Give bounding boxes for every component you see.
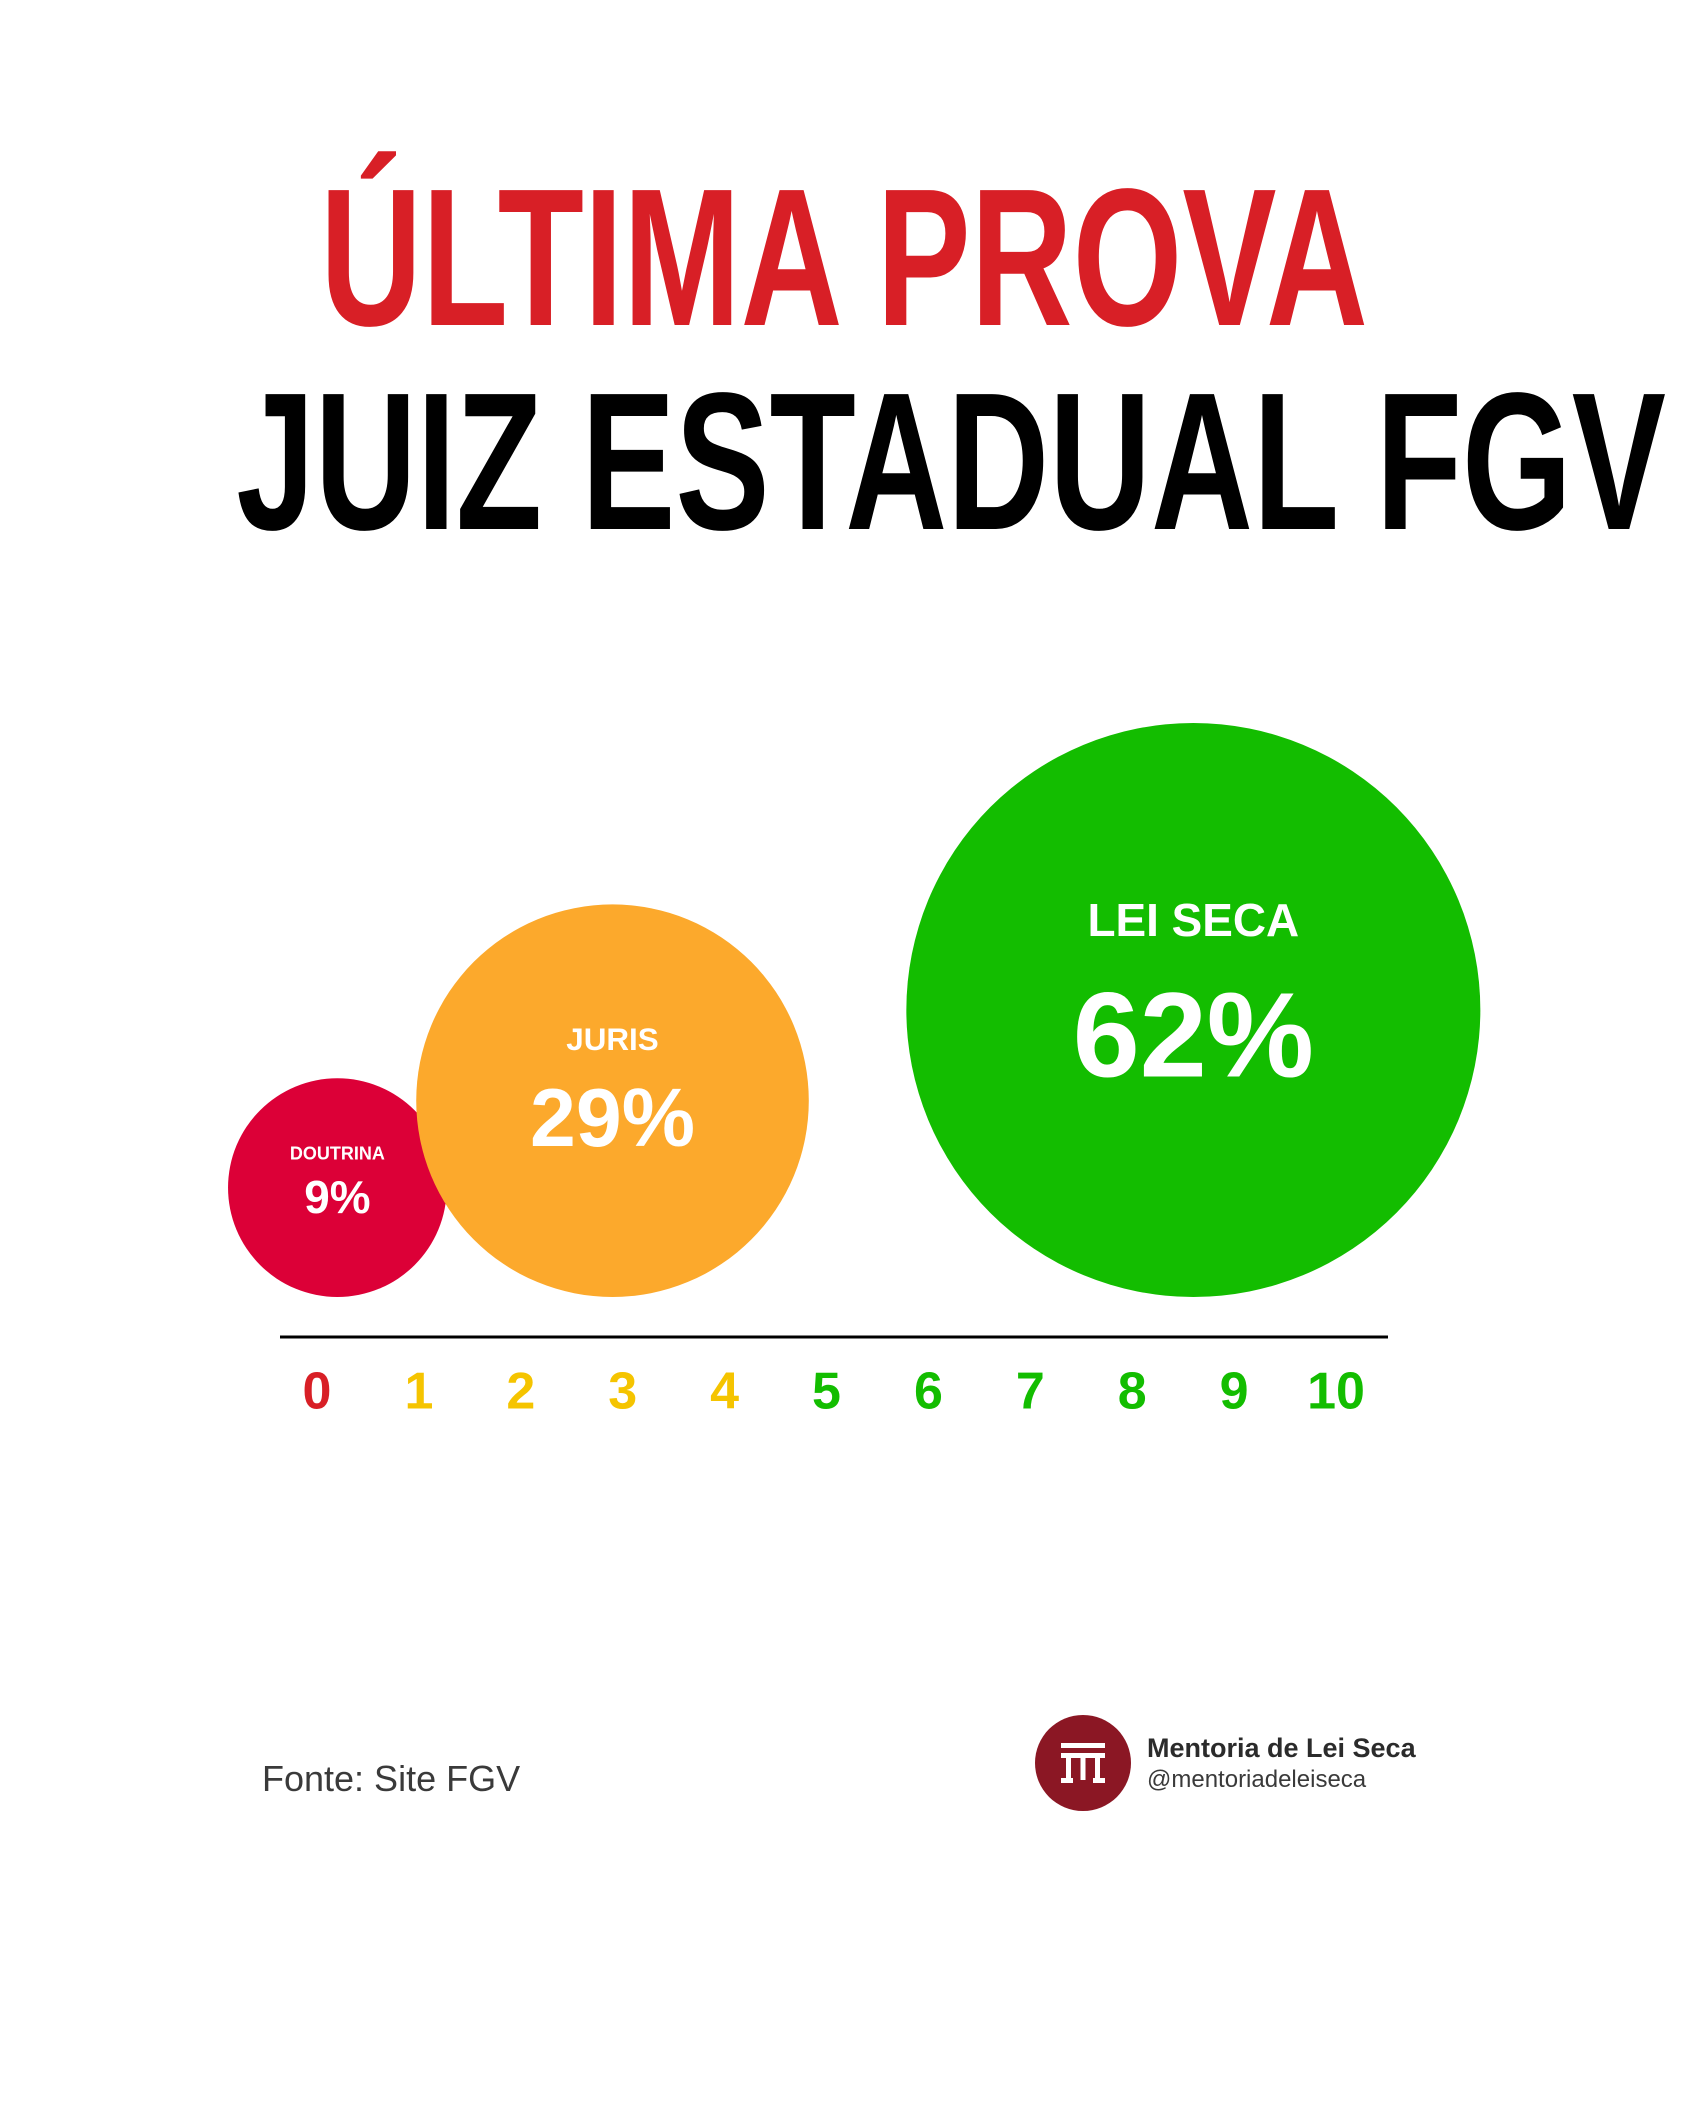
bubble-value-label: 9%: [304, 1171, 370, 1223]
bubble-category-label: DOUTRINA: [290, 1144, 385, 1164]
bubble: [228, 1078, 447, 1297]
bubble: [906, 723, 1481, 1297]
brand-handle: @mentoriadeleiseca: [1147, 1766, 1367, 1793]
brand-signature: Mentoria de Lei Seca @mentoriadeleiseca: [1035, 1715, 1416, 1811]
x-tick-label: 3: [608, 1363, 637, 1421]
bubble-category-label: JURIS: [566, 1022, 658, 1057]
x-tick-label: 9: [1220, 1363, 1249, 1421]
x-tick-label: 2: [506, 1363, 535, 1421]
bubble: [416, 904, 809, 1297]
bubble-value-label: 29%: [530, 1072, 695, 1164]
x-tick-label: 10: [1307, 1363, 1365, 1421]
x-tick-label: 1: [404, 1363, 433, 1421]
brand-text: Mentoria de Lei Seca @mentoriadeleiseca: [1147, 1731, 1416, 1795]
x-tick-label: 6: [914, 1363, 943, 1421]
title-line-1: ÚLTIMA PROVA: [320, 148, 1368, 367]
x-tick-label: 7: [1016, 1363, 1045, 1421]
title-line-2: JUIZ ESTADUAL FGV: [236, 352, 1666, 571]
x-tick-label: 0: [303, 1363, 332, 1421]
columns-monogram-icon: [1061, 1743, 1105, 1783]
x-tick-label: 4: [710, 1363, 739, 1421]
brand-logo-icon: [1035, 1715, 1131, 1811]
bubble-category-label: LEI SECA: [1088, 894, 1300, 946]
brand-name: Mentoria de Lei Seca: [1147, 1733, 1416, 1763]
x-tick-label: 5: [812, 1363, 841, 1421]
x-tick-label: 8: [1118, 1363, 1147, 1421]
bubble-value-label: 62%: [1073, 967, 1314, 1102]
source-note: Fonte: Site FGV: [262, 1758, 521, 1799]
